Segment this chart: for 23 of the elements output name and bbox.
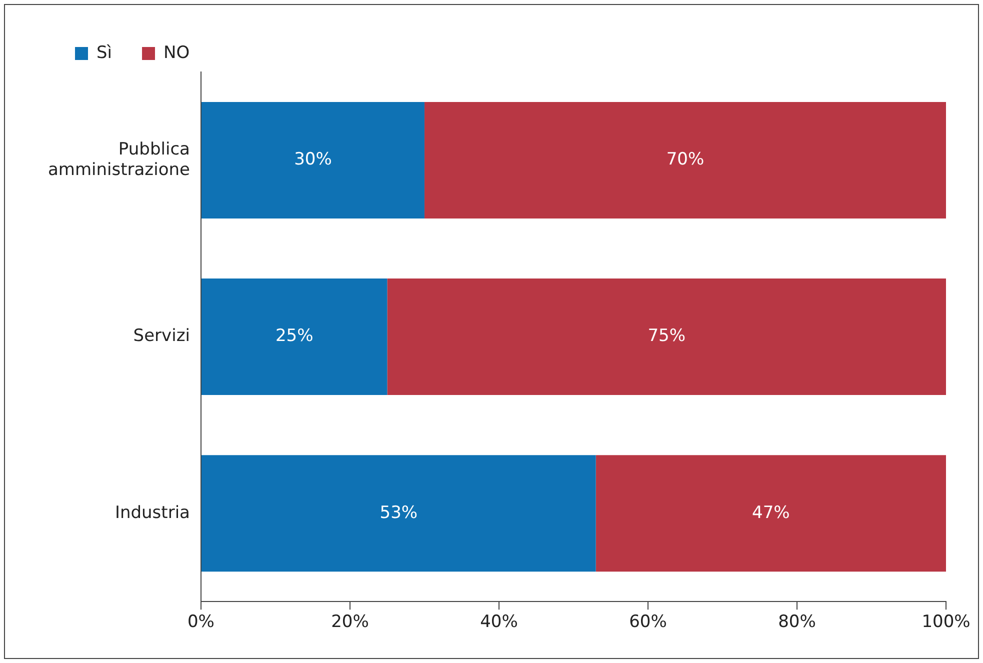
bar [424, 102, 946, 219]
y-tick-label: Servizi [133, 326, 190, 346]
x-tick-label: 20% [331, 612, 369, 632]
data-label: 75% [648, 326, 686, 346]
data-label: 53% [380, 502, 418, 523]
data-label: 47% [752, 502, 790, 523]
bar [387, 278, 946, 396]
legend-label: NO [164, 42, 190, 63]
y-tick-label: Industria [114, 502, 190, 523]
x-tick-label: 80% [778, 612, 816, 632]
bar [201, 102, 424, 219]
bar [596, 455, 946, 572]
x-tick-label: 60% [629, 612, 667, 632]
legend-label: Sì [96, 42, 112, 63]
data-label: 30% [294, 150, 332, 170]
bar [201, 455, 596, 572]
bar [201, 278, 388, 396]
x-tick-label: 100% [922, 612, 970, 632]
x-tick-label: 40% [480, 612, 518, 632]
x-tick-label: 0% [187, 612, 214, 632]
y-tick-label: Pubblica amministrazione [48, 139, 190, 180]
data-label: 70% [666, 150, 704, 170]
data-label: 25% [275, 326, 314, 346]
